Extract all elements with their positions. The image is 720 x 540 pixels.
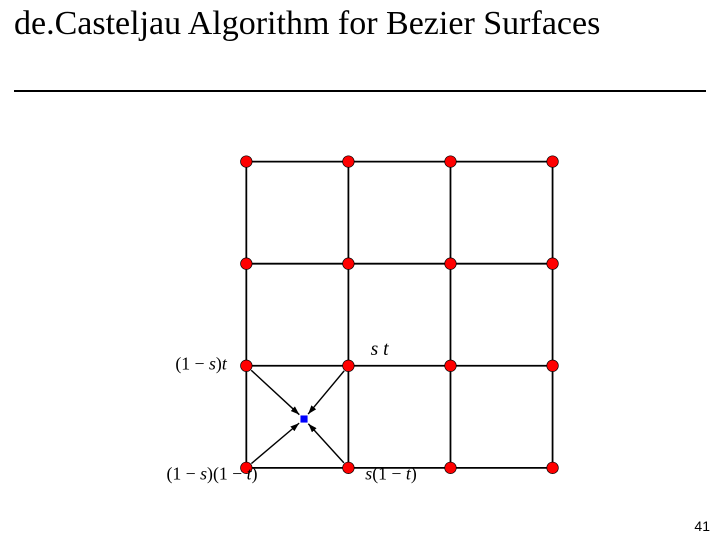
slide-title: de.Casteljau Algorithm for Bezier Surfac… xyxy=(14,4,600,43)
control-point xyxy=(241,258,253,270)
label-one_s_t: (1 − s)t xyxy=(175,355,353,373)
control-point xyxy=(547,360,559,372)
title-underline xyxy=(14,90,706,92)
control-point xyxy=(343,258,355,270)
label-s_one_t: s(1 − t) xyxy=(365,465,543,483)
arrow xyxy=(251,423,299,463)
interp-point xyxy=(300,415,307,422)
label-st: s t xyxy=(371,339,549,359)
arrow xyxy=(308,424,344,463)
control-point xyxy=(241,156,253,168)
page-number: 41 xyxy=(694,518,710,534)
control-point xyxy=(343,462,355,474)
control-point xyxy=(547,156,559,168)
control-point xyxy=(343,156,355,168)
control-point xyxy=(547,462,559,474)
decasteljau-diagram: s t (1 − s)t (1 − s)(1 − t) s(1 − t) xyxy=(162,115,557,510)
control-point xyxy=(547,258,559,270)
control-point xyxy=(445,258,457,270)
control-point xyxy=(445,156,457,168)
label-one_s_one_t: (1 − s)(1 − t) xyxy=(166,465,344,483)
